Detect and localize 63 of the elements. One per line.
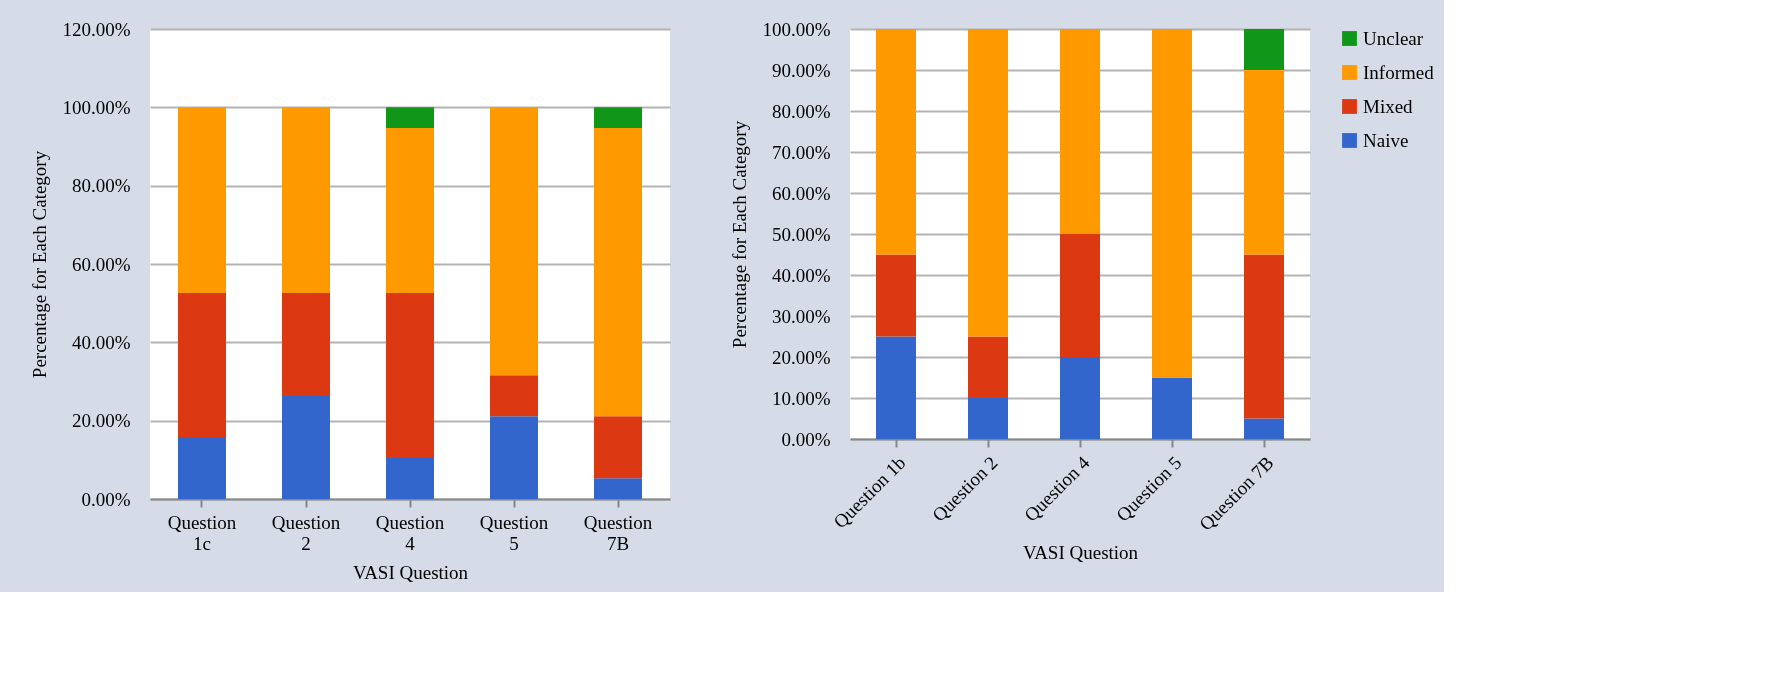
bar: [1060, 234, 1100, 357]
bar: [1152, 29, 1192, 378]
bar: [876, 29, 916, 255]
y-tick-label: 120.00%: [62, 18, 131, 40]
bar: [178, 292, 226, 438]
bar: [178, 107, 226, 293]
bar: [386, 107, 434, 129]
bar: [876, 336, 916, 439]
bar: [178, 437, 226, 499]
y-tick-label: 60.00%: [771, 182, 831, 204]
y-tick-label: 90.00%: [771, 59, 831, 81]
y-tick-label: 70.00%: [771, 141, 831, 163]
bar: [282, 107, 330, 293]
bar: [594, 416, 642, 479]
bar: [1152, 377, 1192, 439]
bar: [1244, 29, 1284, 70]
bar: [1060, 357, 1100, 439]
bar: [968, 336, 1008, 398]
y-tick-label: 10.00%: [771, 387, 831, 409]
x-tick-label: Question 4: [375, 511, 445, 554]
x-tick-label: Question 7B: [583, 511, 653, 554]
bar: [968, 29, 1008, 337]
y-axis-title: Percentage for Each Category: [729, 120, 751, 349]
y-tick-label: 40.00%: [71, 331, 131, 353]
x-axis-title: VASI Question: [1022, 542, 1139, 564]
y-tick-label: 50.00%: [771, 223, 831, 245]
bar: [876, 254, 916, 337]
y-tick-label: 80.00%: [71, 175, 131, 197]
bar: [1060, 29, 1100, 234]
bar: [490, 416, 538, 499]
bar: [594, 107, 642, 129]
bar: [282, 395, 330, 499]
y-axis-title: Percentage for Each Category: [29, 150, 51, 379]
y-tick-label: 100.00%: [762, 18, 831, 40]
x-axis-title: VASI Question: [352, 561, 469, 583]
legend-label: Unclear: [1363, 27, 1424, 49]
bar: [968, 398, 1008, 439]
bar: [386, 457, 434, 499]
legend-label: Mixed: [1363, 95, 1414, 117]
y-tick-label: 100.00%: [62, 96, 131, 118]
bar: [594, 128, 642, 417]
bar: [386, 128, 434, 293]
x-tick-label: Question 1c: [167, 511, 237, 554]
y-tick-label: 0.00%: [781, 428, 831, 450]
y-tick-label: 80.00%: [771, 100, 831, 122]
bar: [490, 375, 538, 417]
legend-label: Informed: [1363, 61, 1435, 83]
y-tick-label: 20.00%: [71, 410, 131, 432]
y-tick-label: 60.00%: [71, 253, 131, 275]
x-tick-label: Question 2: [271, 511, 341, 554]
y-tick-label: 20.00%: [771, 346, 831, 368]
bar: [594, 478, 642, 499]
legend-label: Naive: [1363, 129, 1409, 151]
bar: [386, 292, 434, 458]
bar: [1244, 254, 1284, 419]
bar: [490, 107, 538, 376]
bar: [1244, 70, 1284, 255]
x-tick-label: Question 5: [479, 511, 549, 554]
y-tick-label: 30.00%: [771, 305, 831, 327]
bar: [282, 292, 330, 396]
y-tick-label: 0.00%: [81, 488, 131, 510]
bar: [1244, 418, 1284, 439]
y-tick-label: 40.00%: [771, 264, 831, 286]
